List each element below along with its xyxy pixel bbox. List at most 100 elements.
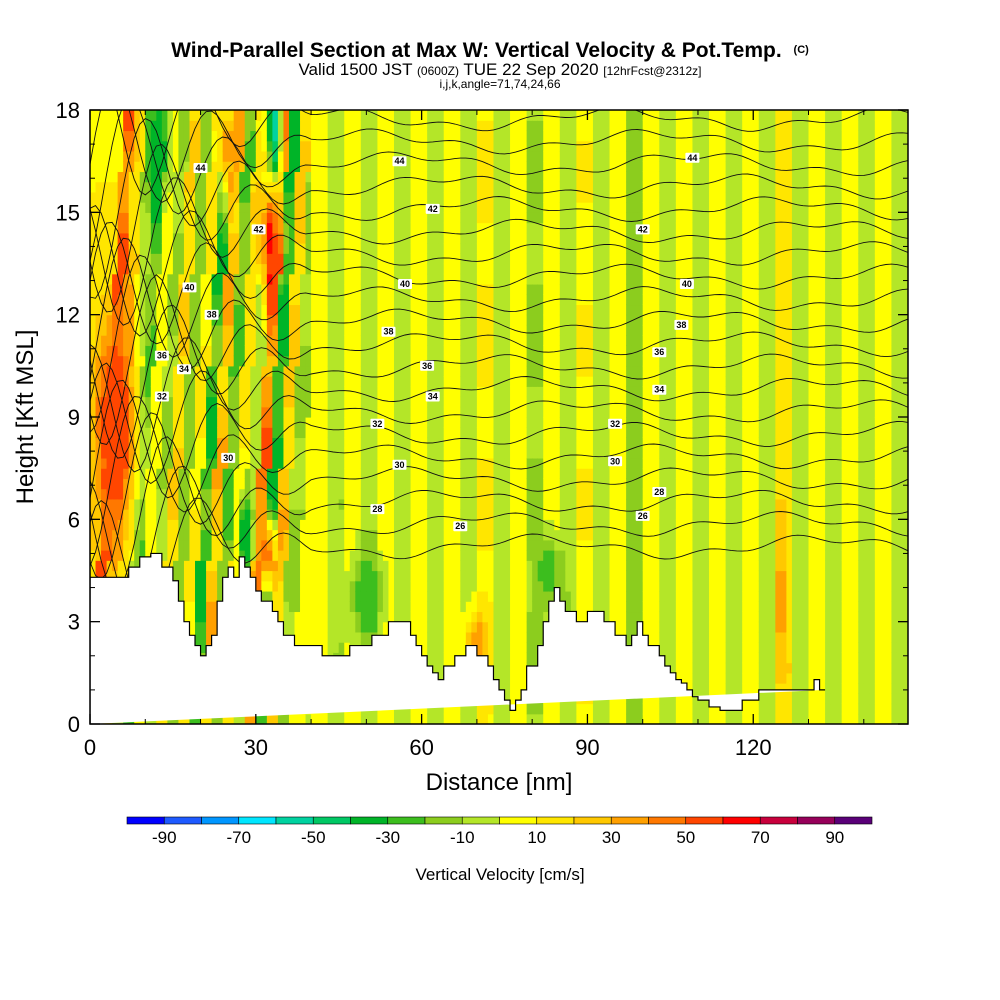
w-cell [454, 324, 461, 336]
w-cell [543, 396, 550, 408]
w-cell [487, 406, 495, 418]
w-cell [161, 140, 168, 152]
w-cell [327, 202, 334, 213]
w-cell [521, 345, 528, 357]
w-cell [266, 396, 273, 408]
w-cell [487, 130, 495, 142]
w-cell [487, 396, 495, 408]
w-cell [344, 417, 351, 428]
w-cell [493, 703, 500, 715]
w-cell [322, 345, 329, 357]
w-cell [183, 294, 191, 306]
w-cell [487, 335, 495, 346]
w-cell [305, 294, 312, 306]
w-cell [476, 509, 484, 520]
w-cell [161, 335, 168, 346]
w-cell [266, 376, 273, 387]
w-cell [344, 212, 351, 224]
w-cell [322, 488, 329, 500]
w-cell [283, 713, 290, 724]
w-cell [266, 191, 273, 203]
w-cell [487, 263, 495, 275]
w-cell [543, 611, 550, 623]
w-cell [537, 611, 544, 623]
w-cell [311, 437, 318, 449]
w-cell [471, 232, 478, 244]
w-cell [206, 171, 213, 183]
w-cell [167, 243, 174, 254]
w-cell [399, 232, 406, 244]
w-cell [327, 263, 334, 275]
w-cell [460, 468, 467, 479]
w-cell [510, 662, 517, 674]
w-cell [537, 539, 544, 551]
w-cell [311, 232, 318, 244]
w-cell [438, 713, 445, 724]
w-cell [288, 621, 296, 633]
w-cell [360, 376, 367, 387]
w-cell [288, 396, 296, 408]
w-cell [266, 713, 273, 724]
w-cell [482, 202, 489, 213]
w-cell [311, 120, 318, 132]
w-cell [510, 652, 517, 664]
w-cell [150, 140, 157, 152]
w-cell [454, 345, 461, 357]
w-cell [239, 304, 246, 316]
w-cell [101, 212, 108, 224]
w-cell [515, 191, 522, 203]
w-cell [101, 283, 108, 295]
w-cell [388, 447, 395, 459]
w-cell [460, 365, 467, 377]
w-cell [145, 150, 152, 162]
w-cell [465, 232, 472, 244]
w-cell [382, 304, 390, 316]
w-cell [526, 191, 533, 203]
w-cell [101, 447, 108, 459]
w-cell [150, 478, 157, 490]
w-cell [228, 386, 235, 398]
w-cell [393, 396, 401, 408]
w-cell [228, 324, 235, 336]
w-cell [465, 202, 472, 213]
w-cell [410, 232, 417, 244]
w-cell [377, 570, 384, 582]
w-cell [344, 631, 351, 643]
w-cell [543, 232, 550, 244]
w-cell [206, 110, 213, 121]
w-cell [382, 498, 390, 510]
w-cell [272, 580, 279, 592]
w-cell [333, 509, 340, 520]
w-cell [222, 335, 229, 346]
w-cell [471, 498, 478, 510]
w-cell [233, 202, 240, 213]
w-cell [95, 386, 102, 398]
w-cell [532, 509, 539, 520]
w-cell [449, 294, 456, 306]
w-cell [222, 406, 229, 418]
w-cell [487, 519, 495, 531]
w-cell [316, 447, 323, 459]
w-cell [200, 181, 207, 193]
w-cell [526, 396, 533, 408]
w-cell [360, 335, 367, 346]
w-cell [134, 550, 141, 561]
w-cell [493, 631, 500, 643]
w-cell [228, 232, 235, 244]
w-cell [277, 181, 285, 193]
w-cell [244, 171, 251, 183]
w-cell [537, 550, 544, 561]
w-cell [90, 181, 97, 193]
w-cell [128, 222, 135, 234]
w-cell [189, 140, 196, 152]
w-cell [128, 161, 135, 172]
w-cell [112, 171, 119, 183]
w-cell [266, 222, 273, 234]
w-cell [515, 529, 522, 541]
w-cell [382, 253, 390, 265]
w-cell [393, 713, 401, 724]
w-cell [156, 232, 163, 244]
w-cell [277, 324, 285, 336]
w-cell [123, 386, 130, 398]
w-cell [95, 150, 102, 162]
